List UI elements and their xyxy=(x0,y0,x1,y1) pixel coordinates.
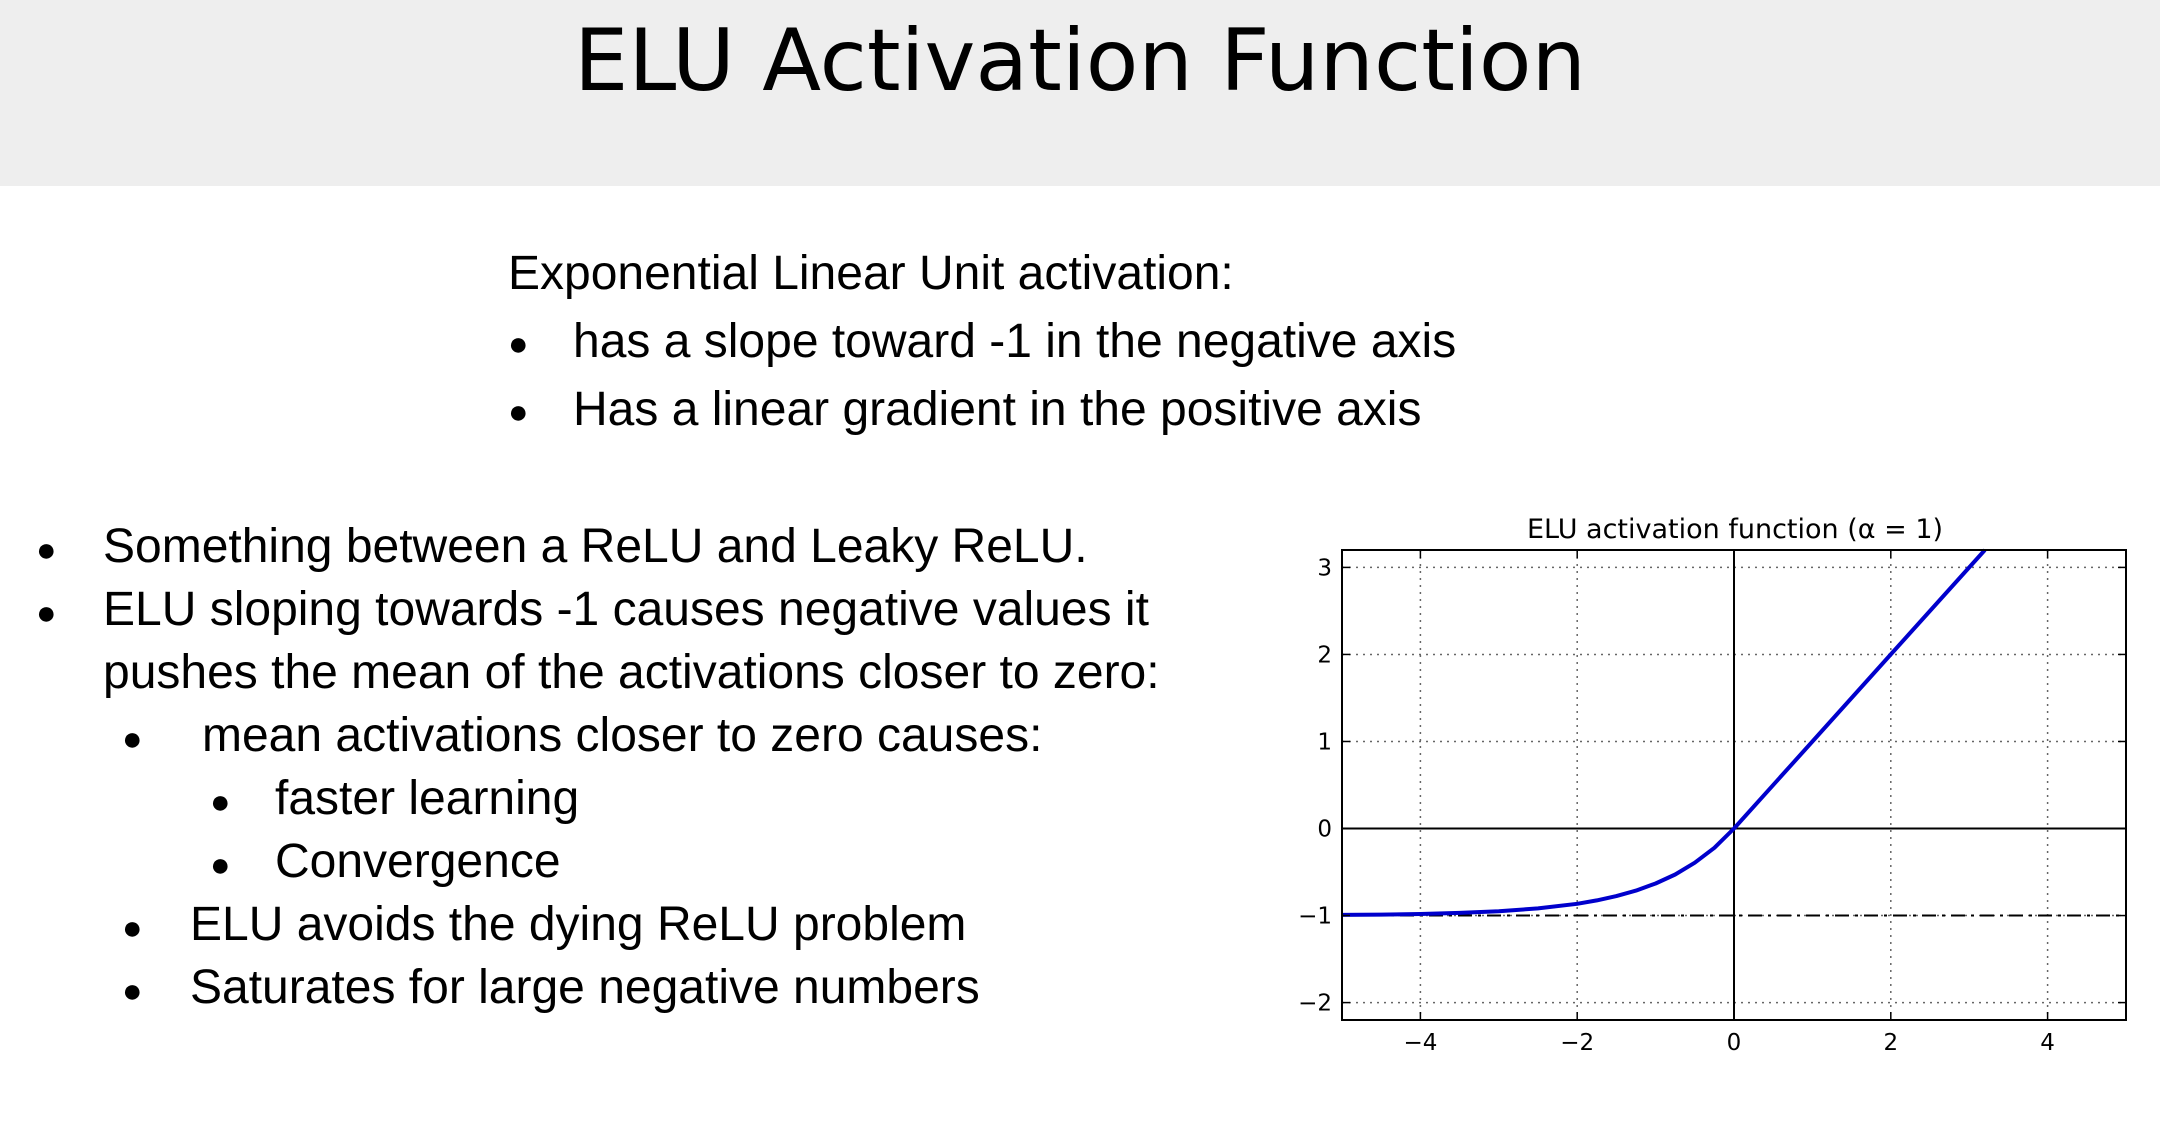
points-block: ● Something between a ReLU and Leaky ReL… xyxy=(30,515,1250,1035)
slide-title: ELU Activation Function xyxy=(574,11,1586,111)
chart-title: ELU activation function (α = 1) xyxy=(1527,514,1943,545)
intro-block: Exponential Linear Unit activation: ● ha… xyxy=(508,240,1608,450)
point-subsubitem-2: Convergence xyxy=(275,835,561,888)
intro-bullet-2: Has a linear gradient in the positive ax… xyxy=(573,383,1422,436)
bullet-icon: ● xyxy=(122,720,143,758)
point-subitem-1: mean activations closer to zero causes: xyxy=(202,709,1043,762)
bullet-icon: ● xyxy=(508,325,529,363)
point-item-2: ELU sloping towards -1 causes negative v… xyxy=(103,583,1149,636)
y-tick-label: −2 xyxy=(1298,991,1332,1017)
x-tick-label: −4 xyxy=(1403,1030,1437,1056)
series-layer xyxy=(1341,548,1987,917)
bullet-icon: ● xyxy=(36,594,57,632)
y-tick-label: 1 xyxy=(1317,729,1332,755)
point-subsubitem-1: faster learning xyxy=(275,772,580,825)
point-item-1: Something between a ReLU and Leaky ReLU. xyxy=(103,520,1088,573)
bullet-icon: ● xyxy=(36,531,57,569)
y-tick-label: 2 xyxy=(1317,642,1332,668)
reference-lines xyxy=(1342,550,2126,1020)
elu-series-line xyxy=(1341,548,1987,917)
y-tick-label: 3 xyxy=(1317,555,1332,581)
bullet-icon: ● xyxy=(210,846,231,884)
intro-bullet-1: has a slope toward -1 in the negative ax… xyxy=(573,315,1457,368)
point-subitem-2: ELU avoids the dying ReLU problem xyxy=(190,898,967,951)
y-tick-label: 0 xyxy=(1317,817,1332,843)
y-tick-label: −1 xyxy=(1298,904,1332,930)
x-tick-label: 0 xyxy=(1727,1030,1742,1056)
bullet-icon: ● xyxy=(122,972,143,1010)
header-band xyxy=(0,0,2160,186)
bullet-icon: ● xyxy=(122,909,143,947)
point-item-2-cont: pushes the mean of the activations close… xyxy=(103,646,1160,699)
point-subitem-3: Saturates for large negative numbers xyxy=(190,961,980,1014)
bullet-icon: ● xyxy=(508,393,529,431)
elu-chart: ELU activation function (α = 1) −4 −2 0 2 4−… xyxy=(1280,500,2160,1080)
tick-layer: −4 −2 0 2 4 −2 −1 0 1 2 3 xyxy=(1298,550,2126,1056)
bullet-icon: ● xyxy=(210,783,231,821)
elu-chart-svg: ELU activation function (α = 1) −4 −2 0 2 4−… xyxy=(1298,514,2127,1056)
intro-heading: Exponential Linear Unit activation: xyxy=(508,247,1234,300)
x-tick-label: 2 xyxy=(1883,1030,1898,1056)
x-tick-label: 4 xyxy=(2040,1030,2055,1056)
x-tick-label: −2 xyxy=(1560,1030,1594,1056)
